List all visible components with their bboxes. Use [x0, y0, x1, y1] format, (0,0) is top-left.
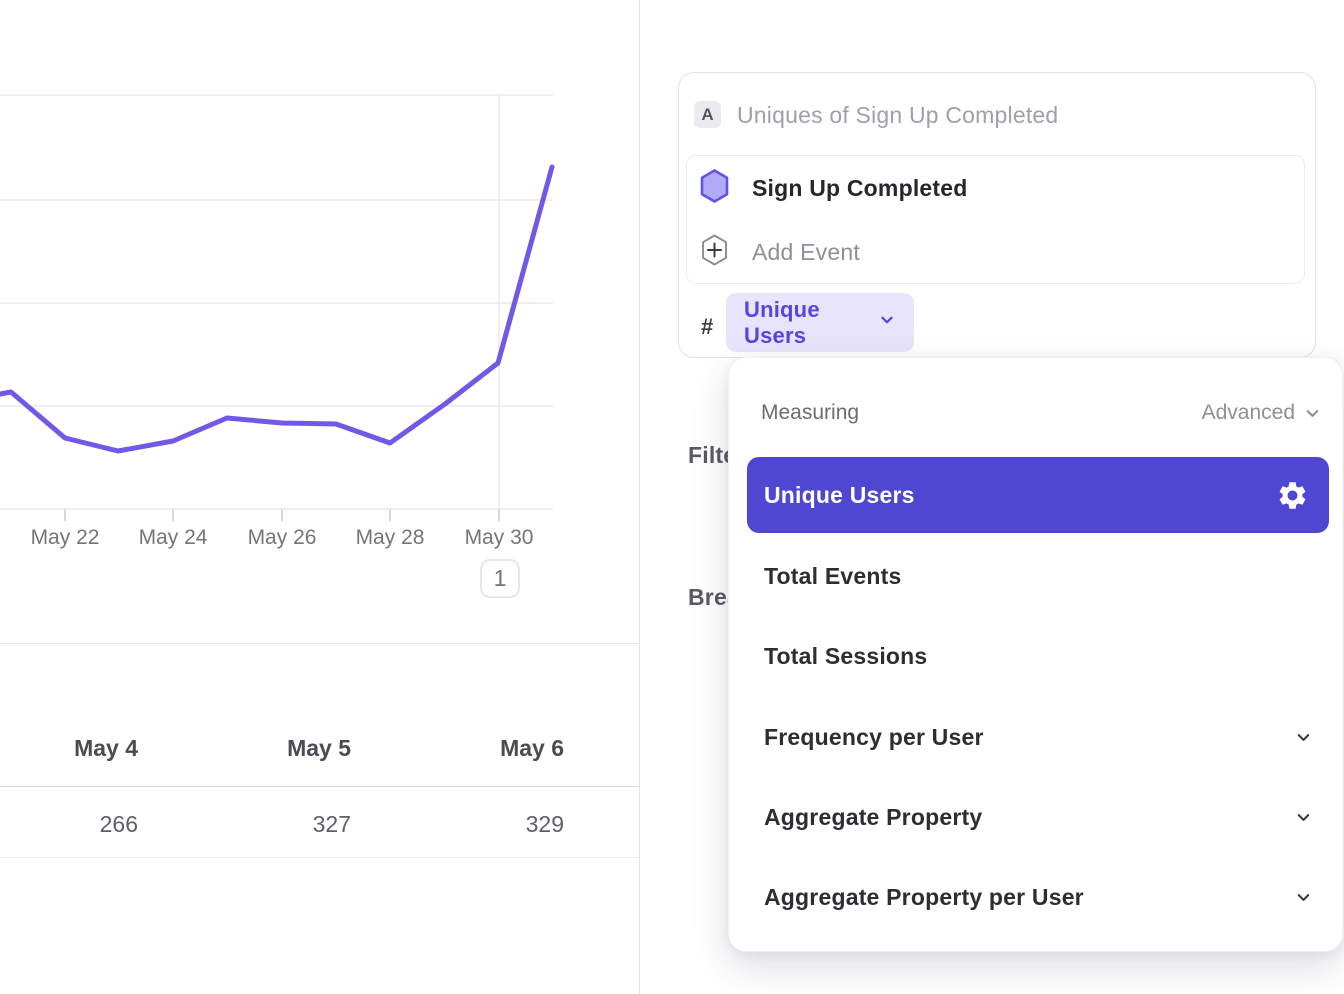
metric-card-title: Uniques of Sign Up Completed [737, 102, 1059, 128]
table-row-border [0, 857, 639, 858]
menu-item-frequency-per-user[interactable]: Frequency per User [747, 709, 1329, 765]
menu-item-aggregate-property-per-user[interactable]: Aggregate Property per User [747, 869, 1329, 925]
add-event-label: Add Event [752, 238, 860, 265]
event-row[interactable]: Sign Up Completed [699, 168, 968, 209]
table-header-border [0, 786, 639, 787]
table-value-cell: 329 [525, 811, 564, 837]
event-hexagon-icon [699, 168, 730, 209]
chevron-down-icon [1306, 409, 1319, 417]
axis-tick-label: May 24 [139, 526, 208, 549]
dropdown-header: Measuring Advanced [761, 400, 1322, 426]
event-name: Sign Up Completed [752, 174, 968, 201]
panel-divider [639, 0, 640, 994]
menu-item-label: Total Events [764, 562, 902, 589]
add-event-icon [699, 232, 730, 273]
menu-item-label: Frequency per User [764, 723, 984, 750]
axis-tick-label: May 28 [356, 526, 425, 549]
axis-tick-label: May 22 [31, 526, 100, 549]
menu-item-aggregate-property[interactable]: Aggregate Property [747, 789, 1329, 845]
chevron-down-icon [1297, 893, 1310, 901]
menu-item-label: Aggregate Property [764, 803, 983, 830]
gear-icon[interactable] [1276, 479, 1309, 512]
table-header-cell: May 6 [500, 735, 564, 761]
measure-selector[interactable]: Unique Users [726, 293, 914, 352]
advanced-toggle[interactable]: Advanced [1202, 401, 1322, 425]
dropdown-header-label: Measuring [761, 401, 860, 424]
chevron-down-icon [1297, 733, 1310, 741]
table-header-row: May 4 May 5 May 6 [0, 733, 639, 763]
measure-hash-symbol: # [701, 314, 714, 339]
series-badge: A [694, 101, 721, 128]
menu-item-label: Aggregate Property per User [764, 883, 1084, 910]
menu-item-total-sessions[interactable]: Total Sessions [747, 628, 1329, 684]
trend-chart: May 22 May 24 May 26 May 28 May 30 [0, 94, 555, 549]
menu-item-label: Unique Users [764, 481, 915, 508]
add-event-button[interactable]: Add Event [699, 234, 860, 270]
measure-selector-value: Unique Users [744, 296, 820, 348]
table-header-cell: May 4 [74, 735, 138, 761]
menu-item-total-events[interactable]: Total Events [747, 548, 1329, 604]
measuring-dropdown: Measuring Advanced Unique Users Total Ev… [728, 357, 1343, 952]
chart-annotation-badge[interactable]: 1 [480, 559, 520, 598]
trend-line [0, 164, 555, 454]
axis-tick-label: May 30 [465, 526, 534, 549]
event-card [686, 155, 1305, 284]
table-row: 266 327 329 [0, 809, 639, 839]
table-value-cell: 266 [99, 811, 138, 837]
chevron-down-icon [878, 311, 896, 334]
table-value-cell: 327 [312, 811, 351, 837]
section-divider [0, 643, 639, 644]
axis-tick-label: May 26 [248, 526, 317, 549]
advanced-toggle-label: Advanced [1201, 401, 1295, 424]
table-header-cell: May 5 [287, 735, 351, 761]
chevron-down-icon [1297, 813, 1310, 821]
menu-item-unique-users[interactable]: Unique Users [747, 457, 1329, 533]
menu-item-label: Total Sessions [764, 642, 928, 669]
